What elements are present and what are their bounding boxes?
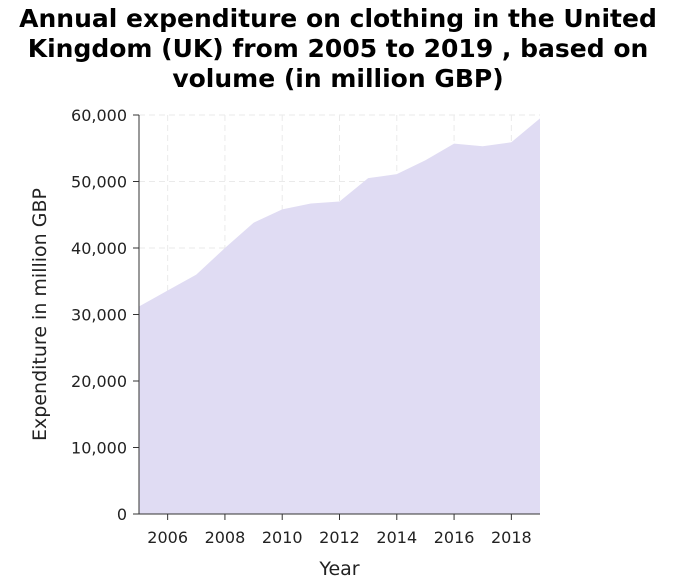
x-tick-label: 2006 bbox=[147, 528, 188, 547]
y-tick-label: 50,000 bbox=[71, 173, 127, 192]
x-axis-label: Year bbox=[318, 558, 359, 580]
x-axis-ticks: 2006 2008 2010 2012 2014 2016 2018 bbox=[147, 514, 532, 547]
chart-title-line-1: Annual expenditure on clothing in the Un… bbox=[19, 4, 657, 33]
x-tick-label: 2008 bbox=[205, 528, 246, 547]
x-tick-label: 2016 bbox=[434, 528, 475, 547]
y-tick-label: 60,000 bbox=[71, 106, 127, 125]
y-tick-label: 0 bbox=[117, 505, 127, 524]
x-tick-label: 2014 bbox=[376, 528, 417, 547]
y-axis-ticks: 0 10,000 20,000 30,000 40,000 50,000 60,000 bbox=[71, 106, 139, 524]
x-tick-label: 2010 bbox=[262, 528, 303, 547]
y-axis-label: Expenditure in million GBP bbox=[29, 188, 51, 441]
chart-title-line-3: volume (in million GBP) bbox=[172, 64, 504, 93]
x-tick-label: 2012 bbox=[319, 528, 360, 547]
y-tick-label: 30,000 bbox=[71, 306, 127, 325]
chart-title-line-2: Kingdom (UK) from 2005 to 2019 , based o… bbox=[27, 34, 649, 63]
y-tick-label: 20,000 bbox=[71, 372, 127, 391]
x-tick-label: 2018 bbox=[491, 528, 532, 547]
expenditure-area bbox=[139, 118, 540, 514]
y-tick-label: 10,000 bbox=[71, 439, 127, 458]
y-tick-label: 40,000 bbox=[71, 239, 127, 258]
chart-title: Annual expenditure on clothing in the Un… bbox=[0, 4, 676, 94]
